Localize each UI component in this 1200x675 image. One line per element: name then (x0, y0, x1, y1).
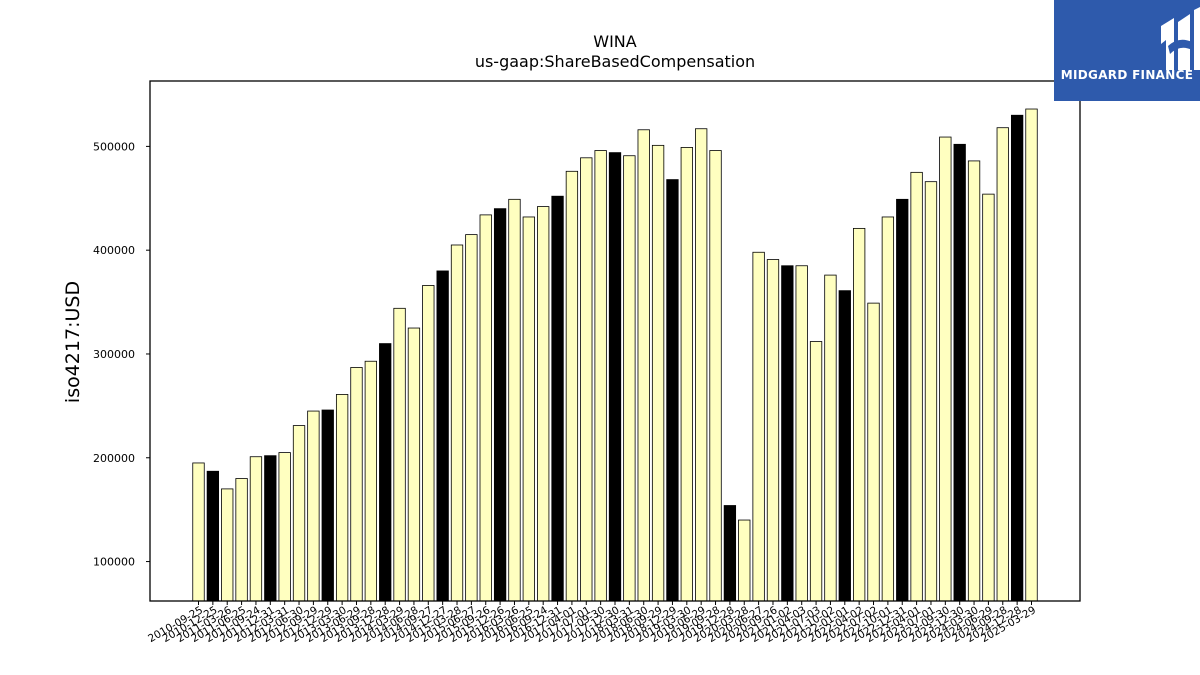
bar-2020-03-28 (738, 519, 751, 602)
bar-2020-09-26 (766, 259, 780, 602)
bar-2021-01-02 (781, 265, 794, 602)
bar-2010-09-25 (192, 462, 205, 602)
brand-logo: MIDGARD FINANCE (1054, 0, 1200, 101)
bar-2019-03-30 (680, 147, 693, 602)
bar-2014-12-27 (436, 270, 449, 602)
bar-2016-06-25 (522, 216, 535, 602)
bar-2025-03-29 (1025, 108, 1038, 602)
bar-2015-03-28 (450, 244, 464, 602)
bar-2013-09-28 (364, 360, 377, 602)
bar-2021-04-03 (795, 265, 808, 602)
x-axis: 2010-09-252010-12-252011-03-262011-06-25… (146, 601, 1038, 645)
bar-2023-04-01 (910, 171, 923, 602)
bar-2018-03-31 (623, 155, 636, 602)
y-axis: 100000 200000 300000 400000 500000 (93, 140, 150, 569)
bar-2020-06-27 (752, 251, 765, 602)
y-tick-label: 200000 (93, 452, 135, 465)
bar-2014-09-27 (422, 285, 435, 602)
bar-2011-03-26 (221, 488, 234, 602)
bar-2021-10-02 (824, 274, 837, 602)
bar-2022-10-01 (881, 216, 895, 602)
bar-2011-09-24 (249, 456, 263, 602)
bar-2024-09-28 (996, 127, 1009, 602)
y-tick-label: 500000 (93, 140, 135, 153)
bar-2018-06-30 (637, 129, 650, 602)
bars-group (192, 108, 1038, 602)
bar-2013-03-30 (335, 394, 349, 602)
bar-2012-12-29 (321, 409, 334, 602)
bar-2019-06-29 (695, 128, 708, 602)
chart-title: WINA (593, 32, 637, 51)
bar-2022-07-02 (867, 302, 880, 602)
y-tick-label: 400000 (93, 244, 135, 257)
bar-2023-09-30 (939, 136, 952, 602)
chart-subtitle: us-gaap:ShareBasedCompensation (474, 52, 756, 71)
bar-2024-12-28 (1010, 114, 1024, 602)
bar-2011-06-25 (235, 478, 248, 602)
bar-2019-09-28 (709, 150, 722, 602)
bar-2022-12-31 (896, 198, 909, 602)
bar-2018-12-29 (666, 179, 679, 602)
bar-2015-06-27 (465, 234, 478, 602)
bar-2023-07-01 (924, 181, 938, 602)
y-axis-label: iso4217:USD (62, 281, 84, 403)
bar-2024-03-30 (967, 160, 981, 602)
bar-2013-12-28 (379, 343, 392, 602)
bar-2014-03-29 (393, 307, 406, 602)
brand-name: MIDGARD FINANCE (1060, 68, 1194, 82)
y-tick-label: 100000 (93, 556, 135, 569)
bar-2012-06-30 (292, 425, 306, 602)
bar-2017-09-30 (594, 150, 607, 602)
bar-2019-12-28 (723, 505, 737, 602)
bar-2016-03-26 (508, 198, 521, 602)
bar-2015-09-26 (479, 214, 492, 602)
bar-2012-03-31 (278, 452, 291, 602)
bar-2015-12-26 (493, 208, 507, 602)
bar-2024-06-29 (982, 193, 995, 602)
bar-2014-06-28 (407, 327, 421, 602)
bar-2018-09-29 (651, 144, 665, 602)
y-tick-label: 300000 (93, 348, 135, 361)
bar-2022-04-02 (853, 227, 866, 602)
midgard-logo-icon (1161, 7, 1200, 70)
bar-2011-12-31 (264, 455, 277, 602)
bar-2013-06-29 (350, 367, 363, 602)
bar-2022-01-01 (838, 290, 851, 602)
bar-2017-12-30 (608, 152, 622, 602)
bar-2016-09-24 (537, 206, 550, 602)
bar-2012-09-29 (307, 410, 320, 602)
bar-2016-12-31 (551, 195, 564, 602)
bar-2017-04-01 (565, 170, 579, 602)
bar-2023-12-30 (953, 143, 966, 602)
bar-2021-07-03 (809, 341, 823, 602)
bar-2017-07-01 (580, 157, 593, 602)
bar-2010-12-25 (206, 470, 220, 602)
